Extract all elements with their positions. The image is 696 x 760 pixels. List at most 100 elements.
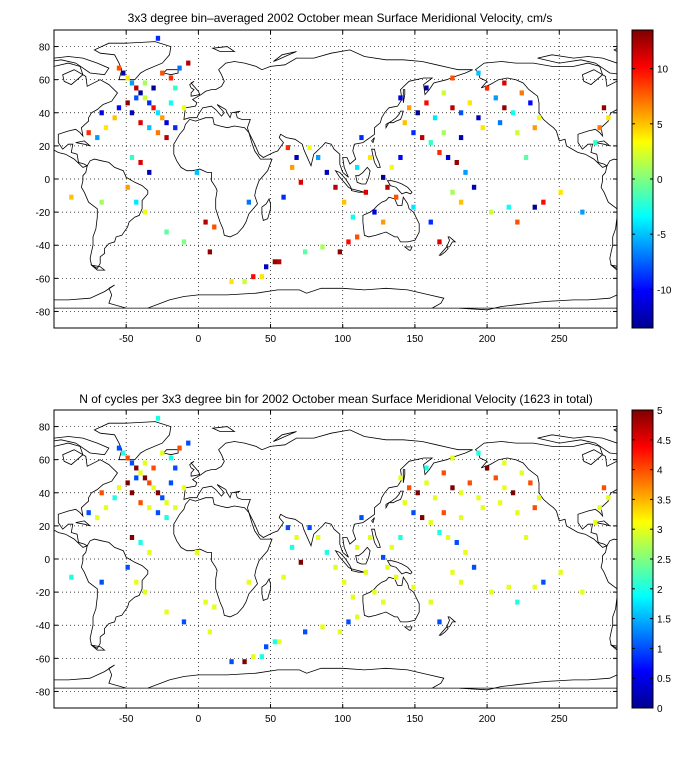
data-cell — [69, 194, 74, 200]
data-cell — [134, 199, 139, 205]
data-cell — [420, 135, 425, 141]
data-cell — [502, 485, 507, 491]
data-cell — [125, 455, 130, 461]
data-cell — [441, 90, 446, 96]
data-cell — [437, 150, 442, 155]
coastline — [355, 546, 371, 565]
data-cell — [155, 415, 161, 421]
data-cell — [420, 515, 425, 521]
data-cell — [484, 85, 490, 91]
coastline — [93, 41, 172, 81]
data-cell — [476, 115, 481, 121]
data-cell — [532, 505, 537, 511]
coastline — [90, 644, 106, 651]
colorbar-tick-label: 3 — [657, 525, 663, 536]
coastline — [438, 626, 449, 636]
data-cell — [229, 659, 234, 665]
data-cell — [129, 110, 135, 116]
data-cell — [294, 535, 299, 540]
chart-panel-velocity: 3x3 degree bin–averaged 2002 October mea… — [36, 11, 696, 345]
y-tick-label: -40 — [36, 621, 51, 632]
data-cell — [441, 470, 446, 476]
data-cell — [324, 549, 330, 555]
data-cell — [155, 35, 161, 41]
data-cell — [125, 75, 130, 81]
data-cell — [381, 599, 386, 605]
data-cell — [411, 204, 416, 210]
coastline — [80, 538, 149, 649]
x-tick-label: 150 — [407, 714, 424, 725]
data-cell — [523, 535, 529, 540]
coastline — [80, 158, 149, 269]
data-cell — [381, 554, 386, 560]
data-cell — [138, 160, 143, 165]
data-cell — [264, 264, 269, 270]
data-cell — [476, 70, 481, 76]
data-cell — [194, 549, 200, 555]
data-cell — [138, 500, 143, 506]
data-cell — [372, 589, 377, 595]
plot-area-cycles — [54, 410, 617, 708]
data-cell — [129, 155, 135, 160]
data-cell — [242, 659, 247, 665]
coastline — [402, 469, 406, 483]
y-tick-label: -60 — [36, 654, 51, 665]
data-cell — [125, 184, 130, 190]
colorbar-tick-label: 4 — [657, 466, 663, 477]
data-cell — [164, 135, 169, 141]
data-cell — [502, 80, 507, 86]
data-cell — [69, 574, 74, 580]
coastline — [211, 426, 236, 432]
data-cell — [138, 90, 143, 96]
data-cell — [385, 564, 390, 570]
data-cell — [142, 460, 148, 466]
data-cell — [355, 234, 360, 240]
data-cell — [381, 174, 386, 180]
colorbar-tick-label: 10 — [657, 65, 669, 76]
coastline — [54, 62, 119, 168]
data-cell — [515, 510, 520, 516]
y-tick-label: 60 — [39, 456, 51, 467]
coastline — [183, 429, 473, 558]
data-cell — [181, 239, 187, 245]
data-cell — [458, 135, 464, 141]
data-cell — [181, 105, 187, 111]
data-cell — [103, 125, 109, 131]
data-cell — [138, 120, 143, 126]
coastline — [683, 70, 696, 75]
data-cell — [142, 589, 148, 595]
data-cell — [207, 629, 213, 635]
data-cell — [164, 229, 169, 235]
data-cell — [506, 204, 511, 210]
data-cell — [298, 179, 304, 185]
data-cell — [437, 619, 442, 625]
chart-title-velocity: 3x3 degree bin–averaged 2002 October mea… — [128, 11, 553, 25]
data-cell — [290, 544, 295, 550]
data-cell — [532, 204, 537, 210]
data-cell — [151, 85, 156, 91]
data-cell — [497, 500, 503, 506]
data-cell — [342, 199, 347, 205]
coastline — [261, 197, 271, 221]
data-cell — [458, 579, 464, 585]
data-cell — [151, 105, 156, 111]
data-cell — [606, 495, 611, 501]
coastline — [273, 431, 297, 442]
data-cell — [368, 155, 373, 160]
data-cell — [597, 505, 602, 511]
data-cell — [203, 219, 208, 225]
data-cell — [164, 515, 169, 521]
data-cell — [186, 440, 191, 446]
data-cell — [194, 169, 200, 175]
data-cell — [580, 209, 585, 215]
data-cell — [164, 120, 169, 126]
data-cell — [303, 249, 308, 255]
data-cell — [320, 624, 325, 630]
data-cell — [428, 219, 433, 225]
data-cell — [428, 599, 433, 605]
data-cell — [112, 115, 117, 121]
data-cell — [372, 209, 377, 215]
data-cell — [407, 105, 412, 111]
coastline — [385, 490, 404, 510]
data-cell — [502, 460, 507, 466]
